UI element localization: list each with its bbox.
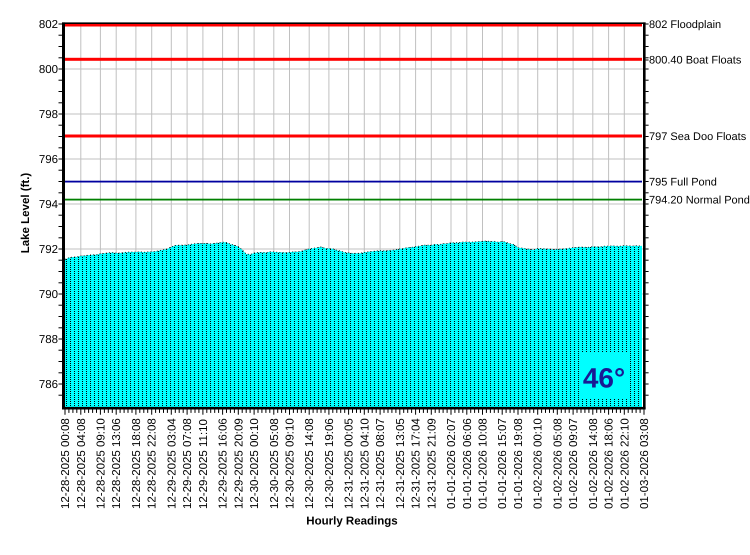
svg-text:790: 790: [39, 289, 58, 301]
svg-text:01-02-2026 05:08: 01-02-2026 05:08: [552, 418, 564, 509]
svg-text:12-28-2025 18:08: 12-28-2025 18:08: [131, 418, 143, 509]
svg-text:12-29-2025 16:06: 12-29-2025 16:06: [218, 418, 230, 509]
svg-text:01-02-2026 09:07: 01-02-2026 09:07: [568, 418, 580, 509]
svg-text:12-29-2025 03:04: 12-29-2025 03:04: [166, 418, 178, 509]
svg-text:802: 802: [39, 19, 58, 31]
svg-text:01-01-2026 10:08: 01-01-2026 10:08: [478, 418, 490, 509]
svg-text:12-30-2025 19:06: 12-30-2025 19:06: [324, 418, 336, 509]
svg-text:797 Sea Doo Floats: 797 Sea Doo Floats: [649, 131, 747, 143]
svg-text:12-31-2025 13:05: 12-31-2025 13:05: [395, 418, 407, 509]
svg-text:800.40 Boat Floats: 800.40 Boat Floats: [649, 55, 742, 67]
svg-text:12-31-2025 21:09: 12-31-2025 21:09: [426, 418, 438, 509]
svg-text:12-30-2025 05:08: 12-30-2025 05:08: [269, 418, 281, 509]
svg-text:12-31-2025 17:04: 12-31-2025 17:04: [411, 418, 423, 509]
svg-text:01-03-2026 03:08: 01-03-2026 03:08: [639, 418, 651, 509]
svg-text:01-02-2026 22:10: 01-02-2026 22:10: [619, 418, 631, 509]
svg-text:794: 794: [39, 199, 59, 211]
svg-text:12-31-2025 04:10: 12-31-2025 04:10: [359, 418, 371, 509]
svg-text:12-30-2025 14:08: 12-30-2025 14:08: [304, 418, 316, 509]
svg-text:01-02-2026 14:08: 01-02-2026 14:08: [588, 418, 600, 509]
svg-text:01-01-2026 06:06: 01-01-2026 06:06: [462, 418, 474, 509]
svg-text:12-28-2025 09:10: 12-28-2025 09:10: [95, 418, 107, 509]
svg-text:12-29-2025 20:09: 12-29-2025 20:09: [233, 418, 245, 509]
svg-text:Hourly Readings: Hourly Readings: [306, 516, 397, 528]
svg-text:12-30-2025 09:10: 12-30-2025 09:10: [285, 418, 297, 509]
svg-text:798: 798: [39, 109, 58, 121]
svg-text:12-28-2025 22:08: 12-28-2025 22:08: [147, 418, 159, 509]
svg-text:12-29-2025 07:08: 12-29-2025 07:08: [182, 418, 194, 509]
svg-text:01-02-2026 00:10: 01-02-2026 00:10: [533, 418, 545, 509]
svg-text:788: 788: [39, 334, 58, 346]
svg-text:792: 792: [39, 244, 58, 256]
svg-text:794.20 Normal Pond: 794.20 Normal Pond: [649, 195, 750, 207]
svg-text:Lake Level (ft.): Lake Level (ft.): [20, 173, 32, 254]
svg-text:800: 800: [39, 64, 58, 76]
svg-text:01-01-2026 15:07: 01-01-2026 15:07: [497, 418, 509, 509]
svg-text:01-01-2026 02:07: 01-01-2026 02:07: [446, 418, 458, 509]
svg-text:802 Floodplain: 802 Floodplain: [649, 19, 721, 31]
svg-text:12-29-2025 11:10: 12-29-2025 11:10: [198, 419, 210, 509]
svg-text:12-28-2025 00:08: 12-28-2025 00:08: [60, 418, 72, 509]
svg-text:12-30-2025 00:10: 12-30-2025 00:10: [249, 418, 261, 509]
svg-text:12-31-2025 00:05: 12-31-2025 00:05: [344, 418, 356, 509]
svg-text:786: 786: [39, 379, 58, 391]
svg-text:46°: 46°: [583, 363, 625, 394]
svg-text:795 Full Pond: 795 Full Pond: [649, 177, 717, 189]
svg-text:796: 796: [39, 154, 58, 166]
svg-text:01-01-2026 19:08: 01-01-2026 19:08: [513, 418, 525, 509]
svg-text:12-28-2025 04:08: 12-28-2025 04:08: [76, 418, 88, 509]
svg-text:12-28-2025 13:06: 12-28-2025 13:06: [111, 418, 123, 509]
svg-text:12-31-2025 08:07: 12-31-2025 08:07: [375, 418, 387, 509]
svg-text:01-02-2026 18:06: 01-02-2026 18:06: [604, 418, 616, 509]
